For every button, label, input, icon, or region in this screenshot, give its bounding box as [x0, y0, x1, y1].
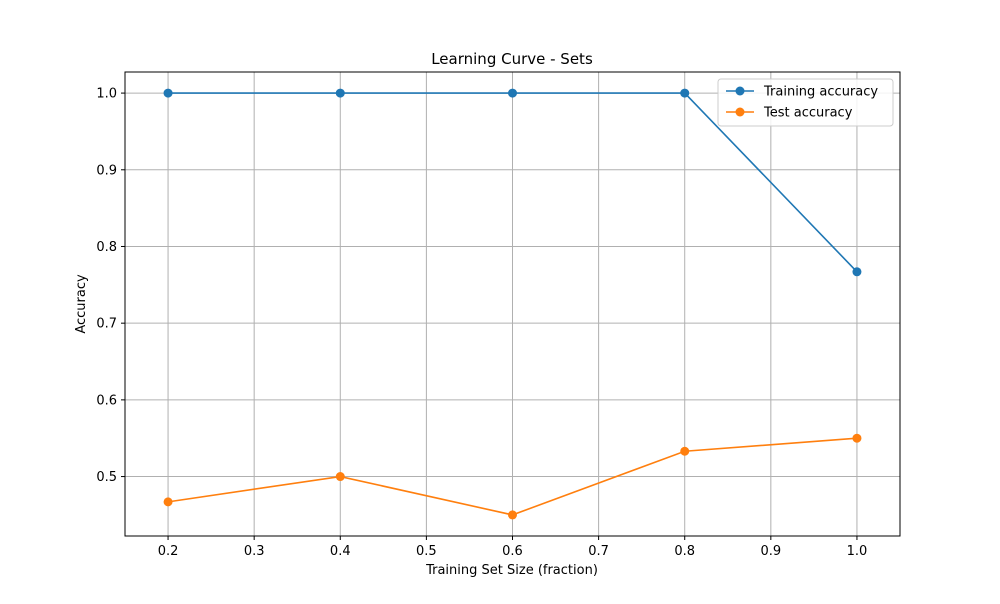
x-tick-label: 0.4 [330, 544, 351, 559]
legend-label: Test accuracy [763, 106, 853, 121]
legend-item: Training accuracy [726, 85, 878, 100]
x-tick-label: 1.0 [847, 544, 868, 559]
x-tick-label: 0.8 [674, 544, 695, 559]
series-0 [163, 88, 862, 277]
x-tick-label: 0.7 [588, 544, 609, 559]
data-point [680, 446, 690, 456]
x-axis-label: Training Set Size (fraction) [425, 563, 598, 578]
axes [121, 71, 901, 540]
legend: Training accuracy Test accuracy [717, 78, 894, 127]
series-1 [163, 433, 862, 520]
series-layer [163, 88, 862, 520]
legend-marker [735, 86, 745, 96]
plot-frame [124, 71, 901, 537]
data-point [680, 88, 690, 98]
y-tick-label: 0.6 [96, 393, 117, 408]
y-axis-label: Accuracy [74, 274, 89, 334]
x-tick-label: 0.6 [502, 544, 523, 559]
data-point [335, 88, 345, 98]
data-point [335, 472, 345, 482]
y-tick-label: 1.0 [96, 87, 117, 102]
legend-item: Test accuracy [726, 106, 853, 121]
data-point [508, 88, 517, 98]
legend-box [717, 78, 894, 127]
chart-title: Learning Curve - Sets [431, 50, 593, 68]
data-point [163, 497, 173, 507]
data-point [163, 88, 173, 98]
legend-marker [735, 107, 745, 117]
y-tick-label: 0.5 [96, 470, 117, 485]
y-tick-label: 0.8 [96, 240, 117, 255]
y-tick-label: 0.7 [96, 317, 117, 332]
grid [125, 72, 900, 536]
x-tick-label: 0.5 [416, 544, 437, 559]
data-point [508, 510, 517, 520]
y-tick-label: 0.9 [96, 163, 117, 178]
data-point [852, 433, 862, 443]
x-tick-label: 0.3 [244, 544, 265, 559]
data-point [852, 267, 862, 277]
tick-labels: 0.2 0.3 0.4 0.5 0.6 0.7 0.8 0.9 1.0 0.5 0.6 0.7 0.8 0… [96, 87, 867, 559]
x-tick-label: 0.9 [760, 544, 781, 559]
legend-label: Training accuracy [763, 85, 878, 100]
x-tick-label: 0.2 [158, 544, 179, 559]
